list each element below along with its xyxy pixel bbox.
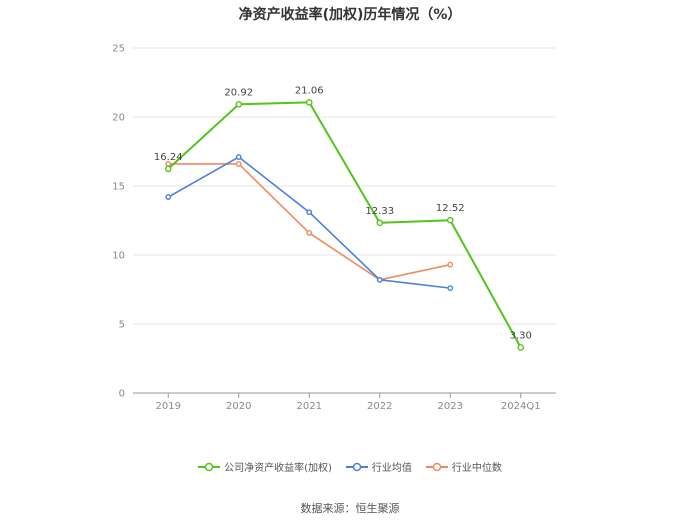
data-point (446, 216, 454, 224)
legend-item[interactable]: 公司净资产收益率(加权) (198, 459, 332, 474)
data-label: 20.92 (224, 87, 253, 98)
data-point (447, 285, 454, 292)
y-tick-label: 5 (119, 320, 125, 331)
data-point (235, 161, 242, 167)
data-point (305, 99, 313, 106)
data-labels: 16.24 20.92 21.06 12.33 12.52 3.30 (154, 85, 532, 341)
series-line (167, 101, 522, 348)
data-label: 21.06 (295, 85, 324, 96)
x-tick-label: 2021 (297, 401, 322, 412)
x-tick-label: 2022 (367, 401, 392, 412)
data-point (376, 219, 384, 227)
series-lines (164, 99, 525, 351)
legend-line-marker-icon (198, 462, 221, 471)
x-tick-label: 2024Q1 (501, 401, 541, 412)
legend-item[interactable]: 行业中位数 (425, 459, 502, 474)
legend-label: 行业均值 (371, 463, 412, 474)
data-point (376, 276, 383, 283)
chart-title: 净资产收益率(加权)历年情况（%） (238, 7, 462, 23)
legend-line-marker-icon (425, 462, 448, 471)
legend-line-marker-icon (345, 462, 368, 471)
data-label: 16.24 (154, 152, 183, 163)
grid-lines (133, 47, 556, 325)
data-point (165, 194, 172, 200)
y-tick-label: 15 (112, 182, 125, 193)
y-tick-label: 10 (112, 251, 125, 262)
x-tick-label: 2019 (156, 401, 181, 412)
data-label: 12.52 (436, 203, 465, 214)
legend-item[interactable]: 行业均值 (345, 459, 412, 474)
x-tick-label: 2023 (438, 401, 463, 412)
data-point (517, 344, 525, 351)
source-note: 数据来源：恒生聚源 (300, 502, 400, 515)
data-point (447, 261, 454, 268)
legend-label: 公司净资产收益率(加权) (224, 463, 332, 474)
data-point (235, 154, 242, 160)
legend: 公司净资产收益率(加权) 行业均值 行业中位数 (0, 459, 700, 474)
data-point (306, 230, 313, 236)
data-label: 3.30 (510, 330, 532, 341)
y-tick-label: 20 (112, 113, 125, 124)
y-tick-label: 0 (119, 389, 125, 400)
y-tick-label: 25 (112, 44, 125, 55)
data-point (164, 165, 172, 173)
legend-label: 行业中位数 (451, 463, 502, 474)
data-label: 12.33 (365, 206, 394, 217)
x-tick-label: 2020 (226, 401, 251, 412)
data-point (235, 101, 243, 108)
axes: 0 5 10 15 20 25 2019 2020 2021 2022 2023 2024Q1 (112, 44, 556, 412)
data-point (306, 209, 313, 216)
